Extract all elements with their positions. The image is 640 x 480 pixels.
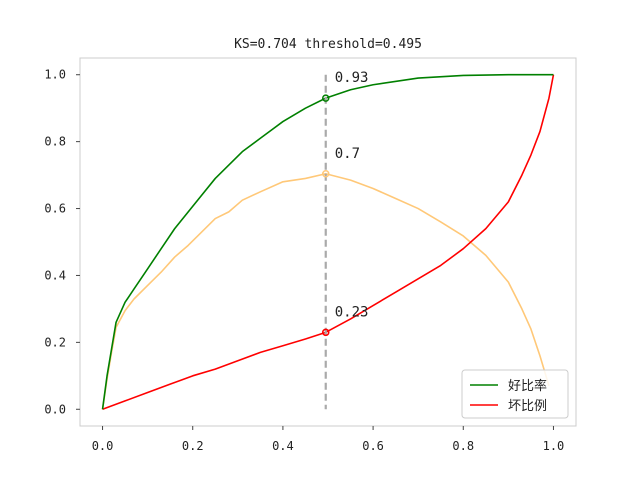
y-tick-label: 0.2 <box>44 335 66 349</box>
annotation-label-ks: 0.7 <box>335 146 360 162</box>
chart-title: KS=0.704 threshold=0.495 <box>234 37 422 52</box>
series-line-bad <box>102 74 555 411</box>
plot-frame <box>79 57 577 427</box>
y-tick-label: 0.0 <box>44 402 66 416</box>
annotation-marker-good <box>321 94 330 102</box>
legend-label-bad: 坏比例 <box>508 399 547 414</box>
y-tick-label: 1.0 <box>44 68 66 82</box>
y-tick-label: 0.8 <box>44 135 66 149</box>
series-line-good <box>101 73 554 410</box>
x-tick-label: 0.0 <box>92 439 114 453</box>
y-tick-label: 0.4 <box>44 268 66 282</box>
annotation-label-good: 0.93 <box>335 70 369 86</box>
annotation-marker-ks <box>321 170 330 178</box>
annotation-label-bad: 0.23 <box>335 304 369 320</box>
x-tick-label: 0.2 <box>182 439 204 453</box>
x-tick-label: 0.8 <box>452 439 474 453</box>
legend-box <box>461 369 569 419</box>
annotation-marker-bad <box>321 328 330 337</box>
x-tick-label: 0.4 <box>272 439 294 453</box>
legend-label-good: 好比率 <box>508 378 547 394</box>
y-tick-label: 0.6 <box>44 202 66 216</box>
x-tick-label: 0.6 <box>362 439 384 453</box>
plot-area: 0.0 0.2 0.4 0.6 0.8 1.0 0.0 0.2 0.4 0.6 0.8 1.0 0.93… <box>44 57 577 453</box>
series-line-ks <box>101 172 550 410</box>
x-tick-label: 1.0 <box>543 439 565 453</box>
